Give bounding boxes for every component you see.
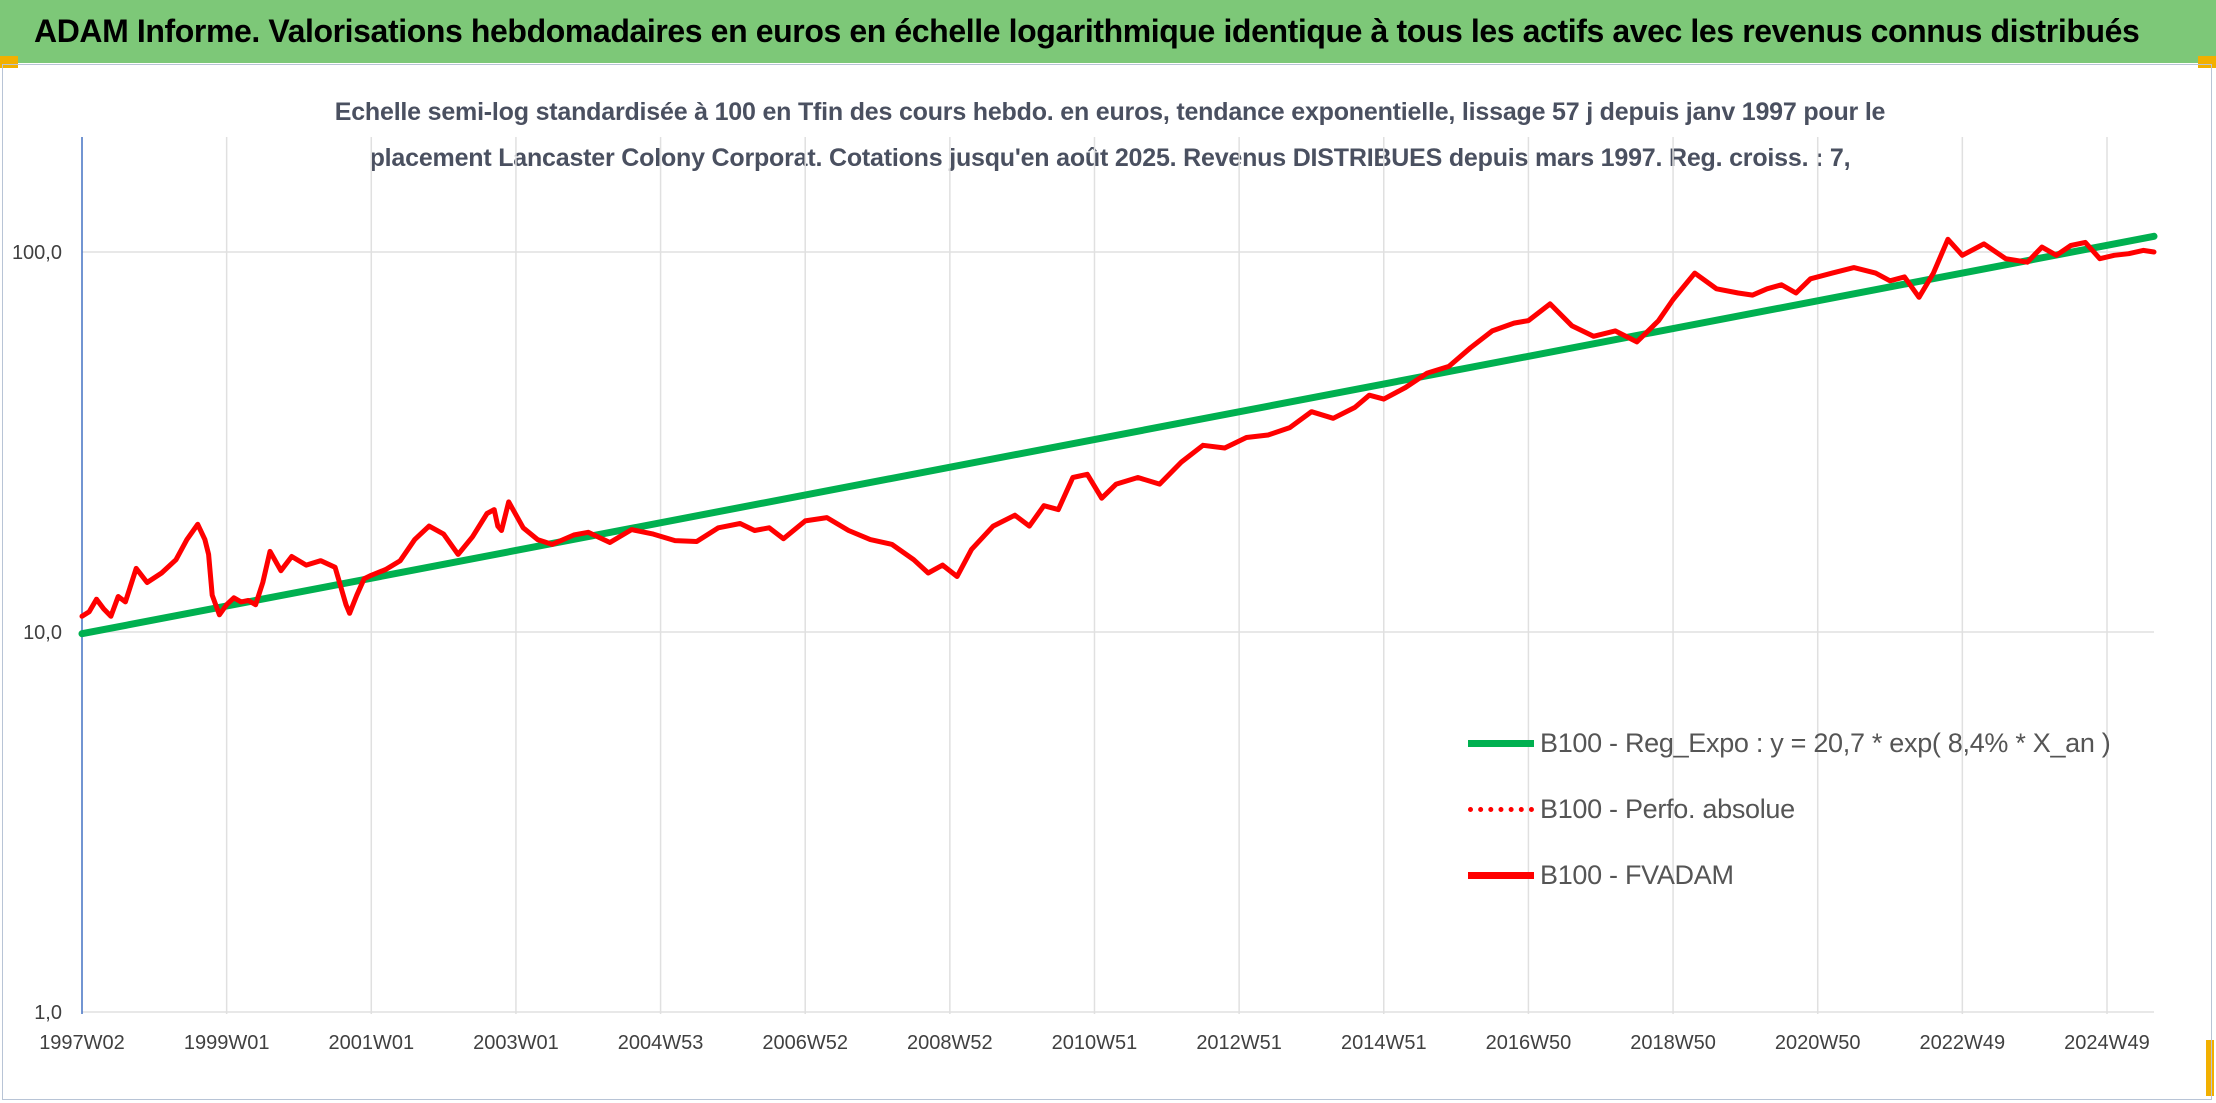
x-tick-label-6: 2008W52 [907,1032,993,1054]
grid-layer [82,137,2154,1014]
x-tick-label-10: 2016W50 [1486,1032,1572,1054]
x-tick-label-0: 1997W02 [39,1032,125,1054]
x-tick-label-13: 2022W49 [1920,1032,2006,1054]
legend-label-fvadam: B100 - FVADAM [1540,860,1734,890]
legend-label-trend: B100 - Reg_Expo : y = 20,7 * exp( 8,4% *… [1540,728,2111,758]
x-tick-label-5: 2006W52 [762,1032,848,1054]
x-tick-label-14: 2024W49 [2064,1032,2150,1054]
legend-item-fvadam: B100 - FVADAM [1468,860,1734,891]
x-tick-label-2: 2001W01 [328,1032,414,1054]
chart-subtitle-line-1: Echelle semi-log standardisée à 100 en T… [334,98,1886,126]
series-layer [78,232,2158,638]
legend-item-perfo: B100 - Perfo. absolue [1468,794,1795,825]
y-tick-label-1: 10,0 [23,622,62,644]
x-tick-label-11: 2018W50 [1630,1032,1716,1054]
x-tick-label-4: 2004W53 [618,1032,704,1054]
legend-swatch-trend [1468,740,1534,747]
y-tick-label-0: 1,0 [34,1002,62,1024]
x-tick-label-7: 2010W51 [1052,1032,1138,1054]
chart-subtitle-line-2: placement Lancaster Colony Corporat. Cot… [369,144,1851,172]
legend-item-trend: B100 - Reg_Expo : y = 20,7 * exp( 8,4% *… [1468,728,2111,759]
chart-frame [2,64,2212,1100]
report-title: ADAM Informe. Valorisations hebdomadaire… [0,0,2216,63]
x-tick-label-3: 2003W01 [473,1032,559,1054]
legend-swatch-perfo [1468,807,1534,812]
legend-label-perfo: B100 - Perfo. absolue [1540,794,1795,824]
legend-swatch-fvadam [1468,872,1534,879]
x-tick-label-12: 2020W50 [1775,1032,1861,1054]
corner-mark-left-top [0,56,18,68]
x-tick-label-9: 2014W51 [1341,1032,1427,1054]
y-tick-label-2: 100,0 [12,242,62,264]
series-line-0 [78,232,2158,638]
series-line-2 [79,236,2157,619]
corner-mark-right-bottom [2206,1040,2214,1096]
x-tick-label-1: 1999W01 [184,1032,270,1054]
tick-labels: 1,0 10,0 100,0 1997W02 1999W01 2001W01 2003W01… [12,242,2150,1054]
x-tick-label-8: 2012W51 [1196,1032,1282,1054]
